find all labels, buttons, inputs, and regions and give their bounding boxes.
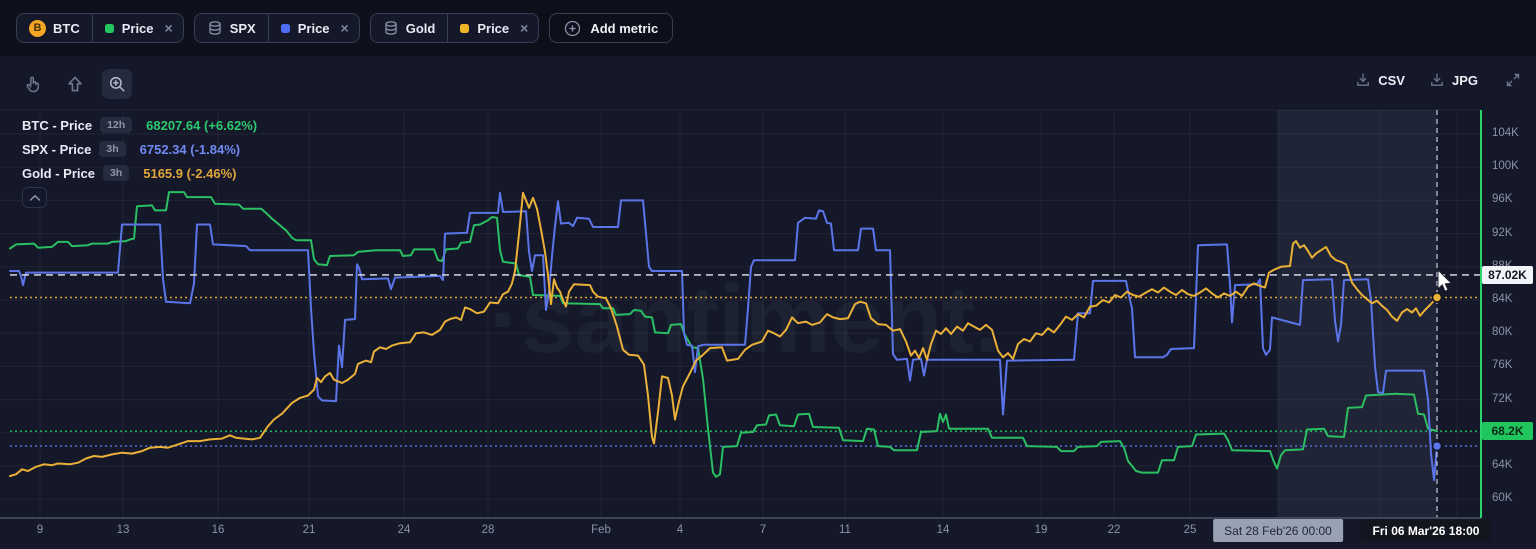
legend-item-spx[interactable]: SPX - Price 3h 6752.34 (-1.84%)	[22, 137, 257, 161]
x-axis-label: 9	[36, 524, 44, 536]
download-jpg-button[interactable]: JPG	[1429, 72, 1478, 88]
y-axis-label: 92K	[1492, 226, 1513, 239]
asset-label: Gold	[405, 20, 436, 36]
x-axis-label: 19	[1034, 524, 1048, 536]
interval-badge: 3h	[99, 141, 126, 157]
x-axis-label: 11	[839, 524, 851, 536]
btc-coin-icon: B	[29, 19, 46, 37]
metric-spx-price[interactable]: Price ×	[267, 14, 359, 42]
metric-topbar: B BTC Price × SPX	[0, 0, 1536, 56]
close-icon[interactable]: ×	[520, 20, 529, 36]
legend-name: Gold - Price	[22, 165, 95, 181]
metric-chip-btc[interactable]: B BTC Price ×	[16, 13, 184, 43]
database-icon	[207, 20, 223, 36]
asset-spx[interactable]: SPX	[195, 14, 268, 42]
selection-overlay	[1278, 110, 1437, 518]
x-axis-label: 13	[116, 524, 130, 536]
chart-legend: BTC - Price 12h 68207.64 (+6.62%) SPX - …	[22, 113, 257, 208]
y-axis-label: 84K	[1492, 293, 1513, 305]
y-axis-label: 100K	[1492, 160, 1519, 173]
metric-chip-spx[interactable]: SPX Price ×	[193, 13, 360, 43]
metric-gold-price[interactable]: Price ×	[447, 14, 538, 42]
asset-gold[interactable]: Gold	[371, 14, 448, 42]
fullscreen-icon[interactable]	[1502, 69, 1524, 91]
series-line-gold-price	[9, 191, 1438, 477]
x-axis-label: 7	[759, 524, 767, 536]
metric-label: Price	[477, 20, 510, 36]
metric-chips: B BTC Price × SPX	[16, 13, 674, 43]
mouse-cursor-icon	[1437, 268, 1453, 292]
interval-badge: 12h	[100, 117, 133, 133]
download-icon	[1355, 72, 1371, 88]
y-axis-label: 76K	[1492, 359, 1513, 372]
pan-hand-tool[interactable]	[18, 69, 48, 99]
series-color-swatch	[460, 23, 470, 33]
y-axis-label: 72K	[1492, 392, 1513, 405]
crosshair-date-badge: Fri 06 Mar'26 18:00	[1361, 519, 1491, 542]
x-axis-label: 4	[676, 524, 684, 536]
selection-start-date-badge: Sat 28 Feb'26 00:00	[1213, 519, 1343, 542]
y-axis-label: 96K	[1492, 193, 1513, 206]
crosshair-price-badge: 87.02K	[1482, 265, 1533, 284]
database-icon	[383, 20, 399, 36]
x-axis-label: Feb	[591, 524, 611, 536]
metric-btc-price[interactable]: Price ×	[91, 14, 183, 42]
export-tools: CSV JPG	[1355, 69, 1524, 91]
legend-item-gold[interactable]: Gold - Price 3h 5165.9 (-2.46%)	[22, 161, 257, 185]
btc-current-price-badge: 68.2K	[1482, 422, 1533, 441]
asset-label: BTC	[53, 20, 80, 36]
metric-chip-gold[interactable]: Gold Price ×	[369, 13, 540, 43]
x-axis-label: 28	[481, 524, 495, 536]
csv-label: CSV	[1378, 72, 1405, 88]
download-icon	[1429, 72, 1445, 88]
close-icon[interactable]: ×	[340, 20, 349, 36]
close-icon[interactable]: ×	[164, 20, 173, 36]
x-axis-label: 24	[397, 524, 411, 536]
chart-tools	[18, 69, 132, 99]
download-csv-button[interactable]: CSV	[1355, 72, 1405, 88]
legend-item-btc[interactable]: BTC - Price 12h 68207.64 (+6.62%)	[22, 113, 257, 137]
zoom-out-reset-icon[interactable]	[60, 69, 90, 99]
asset-label: SPX	[229, 20, 256, 36]
chevron-up-icon	[29, 194, 40, 201]
legend-name: SPX - Price	[22, 141, 92, 157]
y-axis-label: 64K	[1492, 459, 1513, 471]
x-axis-label: 22	[1107, 524, 1121, 536]
asset-btc[interactable]: B BTC	[17, 14, 92, 42]
zoom-in-tool[interactable]	[102, 69, 132, 99]
santiment-watermark: ·santiment.	[489, 266, 1001, 373]
add-metric-label: Add metric	[590, 20, 659, 36]
metric-label: Price	[297, 20, 330, 36]
x-axis-label: 14	[936, 524, 950, 536]
legend-name: BTC - Price	[22, 117, 93, 133]
y-axis-label: 60K	[1492, 492, 1513, 505]
series-color-swatch	[280, 23, 290, 33]
series-end-marker	[1431, 440, 1443, 452]
legend-collapse-button[interactable]	[22, 187, 47, 208]
legend-value: 5165.9 (-2.46%)	[143, 165, 237, 181]
legend-value: 6752.34 (-1.84%)	[139, 141, 241, 157]
interval-badge: 3h	[102, 165, 130, 181]
series-color-swatch	[104, 23, 114, 33]
x-axis-label: 25	[1183, 524, 1197, 536]
y-axis-label: 104K	[1492, 127, 1519, 139]
jpg-label: JPG	[1451, 72, 1478, 88]
y-axis-label: 80K	[1492, 326, 1513, 339]
plus-circle-icon	[564, 20, 581, 37]
x-axis-label: 21	[302, 524, 316, 536]
metric-label: Price	[121, 20, 154, 36]
x-axis-label: 16	[211, 524, 225, 536]
legend-value: 68207.64 (+6.62%)	[146, 117, 258, 133]
series-end-marker	[1431, 292, 1443, 303]
add-metric-button[interactable]: Add metric	[549, 13, 674, 43]
